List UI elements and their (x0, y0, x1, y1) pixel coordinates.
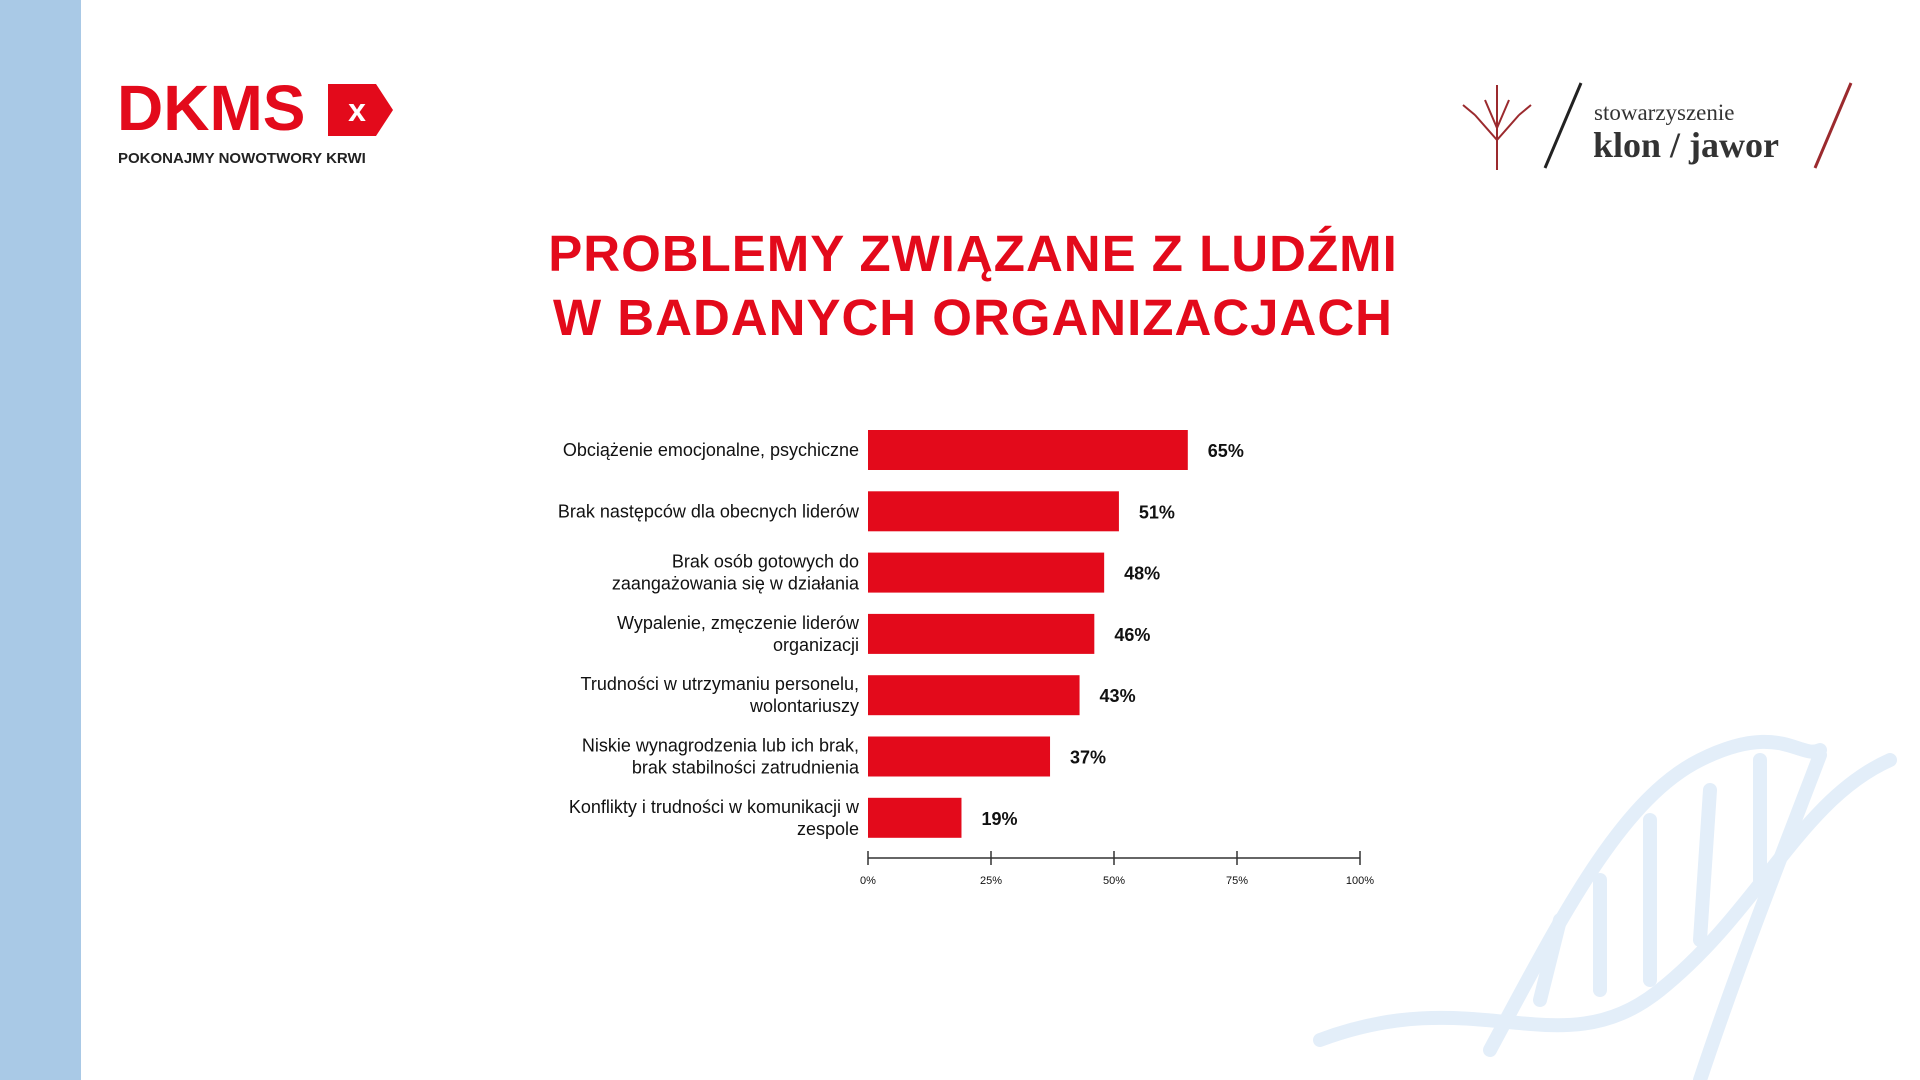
x-tick-label: 100% (1346, 875, 1374, 887)
value-label: 48% (1124, 564, 1160, 584)
x-tick-label: 75% (1226, 875, 1248, 887)
value-label: 43% (1100, 686, 1136, 706)
value-label: 51% (1139, 502, 1175, 522)
category-label: Brak następców dla obecnych liderów (558, 501, 860, 521)
bar (868, 675, 1080, 716)
klon-prefix: stowarzyszenie (1594, 100, 1735, 125)
bar (868, 430, 1188, 470)
slash (1543, 82, 1583, 169)
category-label: Obciążenie emocjonalne, psychiczne (563, 440, 859, 460)
dna-decoration (1313, 734, 1897, 1080)
category-label: Trudności w utrzymaniu personelu, wolonta… (581, 674, 859, 716)
value-label: 46% (1114, 625, 1150, 645)
x-tick-label: 25% (980, 875, 1002, 887)
category-label: Niskie wynagrodzenia lub ich brak, brak s… (582, 736, 860, 778)
bar (868, 613, 1095, 654)
bar (868, 797, 962, 838)
dkms-badge (328, 84, 393, 136)
category-label: Brak osób gotowych do zaangażowania się w… (612, 552, 860, 594)
x-tick-label: 50% (1103, 875, 1125, 887)
chart-title: W BADANYCH ORGANIZACJACH (553, 289, 1393, 346)
bar (868, 552, 1105, 593)
value-label: 19% (981, 809, 1017, 829)
category-label: Konflikty i trudności w komunikacji w zes… (569, 797, 860, 839)
x-tick-label: 0% (860, 875, 876, 887)
bar (868, 736, 1051, 777)
category-label: Wypalenie, zmęczenie liderów organizacji (617, 613, 860, 655)
chart-title: PROBLEMY ZWIĄZANE Z LUDŹMI (548, 225, 1398, 282)
klon-name: klon / jawor (1593, 125, 1779, 165)
dkms-logo: DKMS (117, 72, 305, 144)
dkms-tagline: POKONAJMY NOWOTWORY KRWI (118, 150, 366, 167)
dkms-badge-text: x (348, 92, 366, 128)
slash (1813, 82, 1853, 169)
tree-icon (1462, 85, 1532, 170)
bar (868, 491, 1119, 532)
value-label: 65% (1208, 441, 1244, 461)
side-band (0, 0, 81, 1080)
value-label: 37% (1070, 748, 1106, 768)
